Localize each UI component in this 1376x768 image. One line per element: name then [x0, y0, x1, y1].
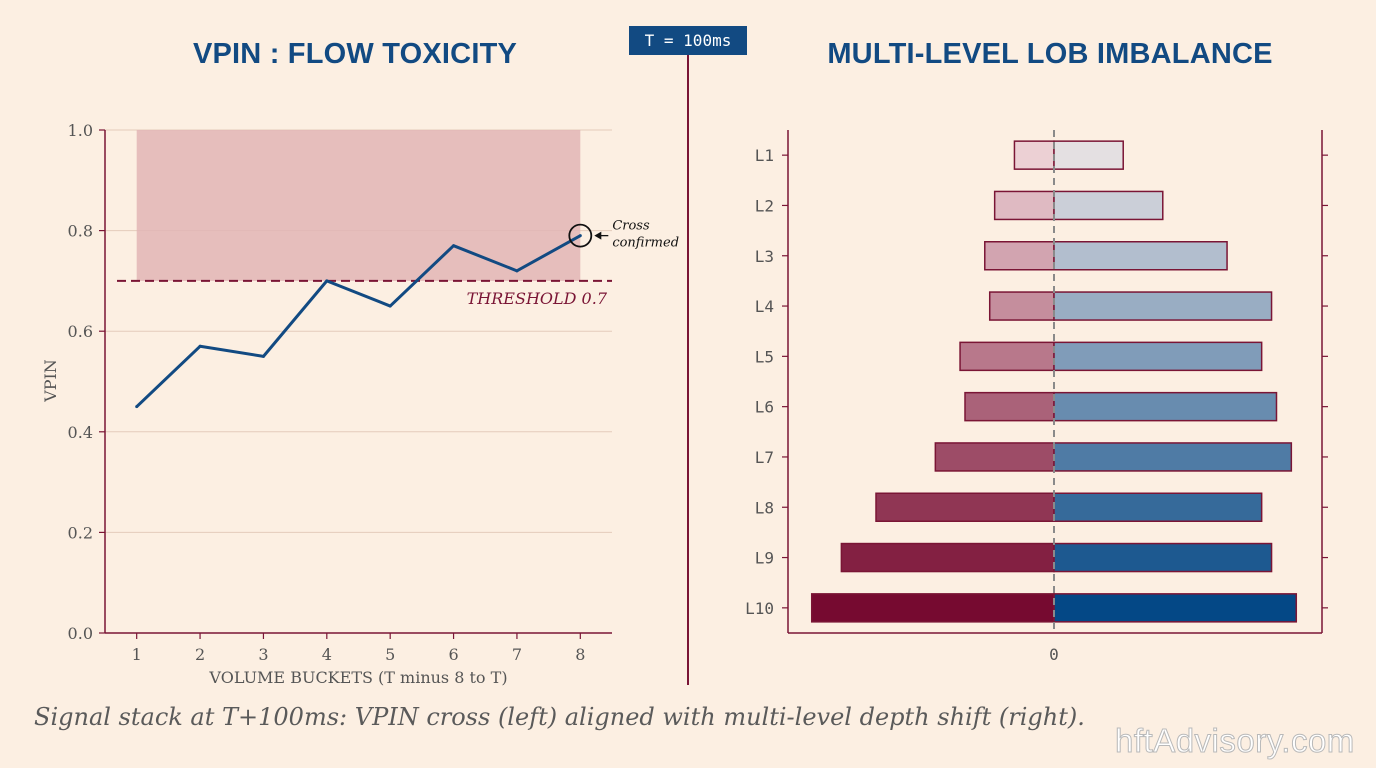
level-label: L10	[745, 599, 774, 618]
vpin-data-point	[578, 234, 582, 238]
x-tick-label: 1	[132, 645, 142, 664]
ask-bar	[1053, 241, 1228, 271]
level-label: L5	[755, 347, 774, 366]
bid-bar	[1013, 140, 1055, 170]
x-tick-label: 7	[512, 645, 522, 664]
level-label: L7	[755, 448, 774, 467]
vpin-data-point	[198, 344, 202, 348]
ask-bar	[1053, 341, 1263, 372]
ask-bar	[1053, 140, 1124, 170]
left-chart-title: VPIN : FLOW TOXICITY	[192, 38, 518, 70]
x-tick-label-zero: 0	[1049, 645, 1059, 664]
ask-bar	[1053, 391, 1278, 422]
watermark: hftAdvisory.com	[1115, 722, 1355, 760]
vpin-series-line	[135, 234, 582, 408]
bid-bar	[988, 291, 1055, 321]
vpin-data-point	[515, 269, 519, 273]
level-label: L6	[755, 398, 774, 417]
lob-imbalance-chart: L1 L2 L3 L4 L5 L6 L7 L8 L9 L10 0	[745, 130, 1328, 664]
threshold-label: THRESHOLD 0.7	[467, 289, 608, 308]
ask-bar	[1053, 442, 1293, 472]
ask-bar	[1053, 593, 1298, 623]
x-tick-label: 3	[258, 645, 268, 664]
vpin-data-point	[261, 354, 265, 358]
y-axis-label: VPIN	[41, 359, 60, 403]
annotation-text-line2: confirmed	[612, 236, 679, 251]
x-tick-label: 4	[322, 645, 332, 664]
time-marker-label: T = 100ms	[629, 26, 747, 55]
x-tick-label: 5	[385, 645, 395, 664]
vpin-data-point	[325, 279, 329, 283]
bid-bar	[875, 492, 1055, 522]
toxic-zone	[136, 130, 581, 281]
level-label: L9	[755, 549, 774, 568]
figure-caption: Signal stack at T+100ms: VPIN cross (lef…	[34, 703, 1085, 731]
x-tick-label: 8	[575, 645, 585, 664]
ask-bar	[1053, 542, 1273, 573]
y-tick-label: 0.0	[68, 624, 93, 643]
vpin-data-point	[135, 405, 139, 409]
bid-bar	[810, 593, 1055, 623]
time-marker-line	[687, 55, 689, 685]
bid-bar	[934, 442, 1055, 472]
ask-bar	[1053, 190, 1164, 221]
vpin-data-point	[388, 304, 392, 308]
x-tick-label: 6	[448, 645, 458, 664]
level-label: L1	[755, 146, 774, 165]
y-tick-label: 0.6	[68, 322, 93, 341]
y-tick-label: 0.2	[68, 523, 93, 542]
y-tick-label: 1.0	[68, 121, 93, 140]
ask-bar	[1053, 492, 1263, 522]
annotation-arrow-head	[594, 231, 602, 240]
bid-bar	[964, 391, 1055, 422]
ask-bar	[1053, 291, 1273, 321]
level-label: L8	[755, 498, 774, 517]
level-label: L4	[755, 297, 774, 316]
level-label: L2	[755, 196, 774, 215]
vpin-data-point	[452, 244, 456, 248]
annotation-text-line1: Cross	[612, 219, 650, 234]
cross-marker-circle	[568, 223, 593, 248]
bid-bar	[984, 241, 1055, 271]
right-chart-title: MULTI-LEVEL LOB IMBALANCE	[827, 38, 1273, 70]
bid-bar	[840, 542, 1055, 573]
level-label: L3	[755, 247, 774, 266]
y-tick-label: 0.8	[68, 222, 93, 241]
x-tick-label: 2	[195, 645, 205, 664]
vpin-chart: 0.0 0.2 0.4 0.6 0.8 1.0 1 2 3 4 5 6 7 8 THRESHOLD 0.7 C…	[41, 121, 679, 687]
bid-bar	[993, 190, 1055, 221]
y-tick-label: 0.4	[68, 423, 93, 442]
bid-bar	[959, 341, 1055, 372]
x-axis-label: VOLUME BUCKETS (T minus 8 to T)	[208, 668, 507, 687]
